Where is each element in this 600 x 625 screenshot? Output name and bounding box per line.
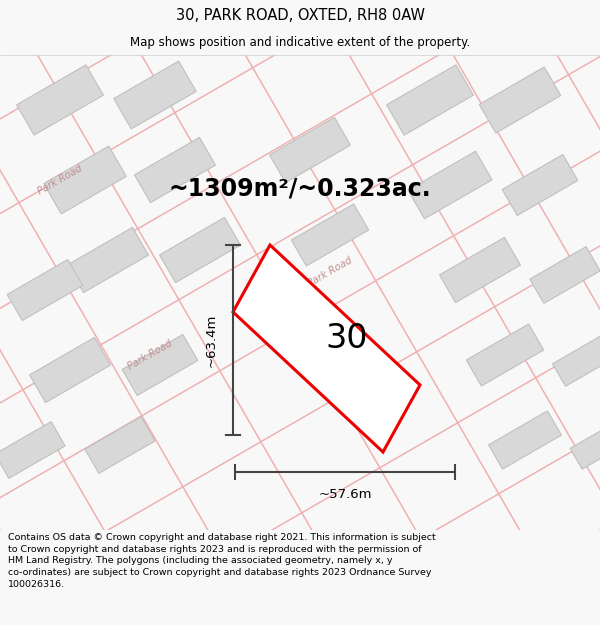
Polygon shape [530,247,600,303]
Polygon shape [440,238,520,302]
Polygon shape [29,338,110,402]
Polygon shape [233,245,420,452]
Polygon shape [44,146,126,214]
Polygon shape [479,67,561,133]
Text: ~57.6m: ~57.6m [318,488,372,501]
Polygon shape [553,334,600,386]
Polygon shape [122,334,198,396]
Text: Park Road: Park Road [306,255,354,289]
Text: ~1309m²/~0.323ac.: ~1309m²/~0.323ac. [169,176,431,200]
Polygon shape [134,138,215,202]
Polygon shape [408,151,492,219]
Polygon shape [68,228,148,292]
Text: Contains OS data © Crown copyright and database right 2021. This information is : Contains OS data © Crown copyright and d… [8,533,436,589]
Polygon shape [160,217,241,282]
Polygon shape [114,61,196,129]
Polygon shape [466,324,544,386]
Polygon shape [269,118,350,182]
Polygon shape [488,411,562,469]
Text: 30, PARK ROAD, OXTED, RH8 0AW: 30, PARK ROAD, OXTED, RH8 0AW [176,8,425,23]
Polygon shape [386,65,473,135]
Text: 30: 30 [325,322,368,355]
Text: Map shows position and indicative extent of the property.: Map shows position and indicative extent… [130,36,470,49]
Text: Park Road: Park Road [36,163,84,197]
Polygon shape [85,417,155,473]
Polygon shape [7,259,83,321]
Polygon shape [570,421,600,469]
Text: Park Road: Park Road [126,338,174,372]
Polygon shape [502,154,578,216]
Polygon shape [292,204,368,266]
Polygon shape [17,65,103,135]
Polygon shape [0,422,65,478]
Text: ~63.4m: ~63.4m [205,313,218,367]
